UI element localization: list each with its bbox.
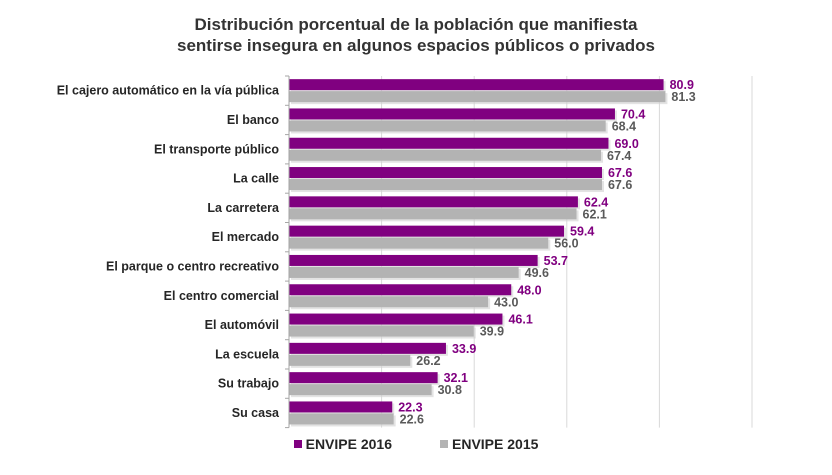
bar-2015 — [289, 296, 489, 308]
legend-swatch-2015 — [440, 440, 448, 448]
bar-2015 — [289, 91, 666, 103]
data-label-2015: 68.4 — [612, 119, 636, 133]
data-label-2015: 26.2 — [416, 354, 440, 368]
category-label: El mercado — [212, 230, 280, 244]
data-label-2016: 53.7 — [544, 254, 568, 268]
bar-2015 — [289, 237, 549, 249]
data-label-2015: 62.1 — [583, 207, 607, 221]
bar-2016 — [289, 372, 438, 384]
bar-2015 — [289, 413, 394, 425]
data-label-2016: 46.1 — [508, 313, 532, 327]
data-label-2015: 30.8 — [438, 383, 462, 397]
data-label-2016: 32.1 — [444, 371, 468, 385]
data-label-2016: 48.0 — [517, 283, 541, 297]
bar-2016 — [289, 108, 615, 120]
bar-2016 — [289, 196, 578, 208]
data-label-2015: 67.4 — [607, 149, 631, 163]
legend-item-2016: ENVIPE 2016 — [293, 436, 392, 452]
category-label: El transporte público — [154, 142, 279, 156]
category-label: Su trabajo — [218, 377, 279, 391]
data-label-2016: 67.6 — [608, 166, 632, 180]
category-label: El banco — [227, 113, 279, 127]
bar-2015 — [289, 120, 606, 132]
category-label: El parque o centro recreativo — [106, 259, 279, 273]
data-label-2016: 70.4 — [621, 107, 645, 121]
legend-item-2015: ENVIPE 2015 — [440, 436, 538, 452]
chart-title: Distribución porcentual de la población … — [0, 14, 832, 56]
chart-title-line-2: sentirse insegura en algunos espacios pú… — [176, 36, 656, 55]
bar-2016 — [289, 401, 393, 413]
gridlines — [381, 76, 753, 428]
bar-2015 — [289, 149, 602, 161]
data-label-2015: 22.6 — [400, 412, 424, 426]
bar-2016 — [289, 313, 503, 325]
bar-2016 — [289, 167, 602, 179]
data-label-2016: 59.4 — [570, 225, 594, 239]
bar-2016 — [289, 225, 565, 237]
legend: ENVIPE 2016 ENVIPE 2015 — [0, 436, 832, 452]
bar-2015 — [289, 325, 474, 337]
category-label: El cajero automático en la vía pública — [57, 84, 280, 98]
bar-2015 — [289, 208, 577, 220]
category-label: La calle — [233, 172, 279, 186]
data-label-2015: 56.0 — [554, 237, 578, 251]
category-label: El automóvil — [205, 318, 279, 332]
data-label-2016: 22.3 — [398, 400, 422, 414]
data-label-2016: 62.4 — [584, 195, 608, 209]
category-label: La escuela — [215, 347, 280, 361]
chart-title-line-1: Distribución porcentual de la población … — [194, 15, 638, 34]
category-label: Su casa — [232, 406, 280, 420]
legend-swatch-2016 — [293, 440, 302, 448]
bars — [289, 79, 668, 427]
data-label-2015: 81.3 — [671, 90, 695, 104]
bar-2016 — [289, 342, 446, 354]
legend-label-2015: ENVIPE 2015 — [452, 436, 539, 452]
legend-label-2016: ENVIPE 2016 — [305, 436, 392, 452]
category-label: El centro comercial — [164, 289, 279, 303]
data-labels: 80.981.370.468.469.067.467.667.662.462.1… — [398, 78, 696, 426]
bar-2016 — [289, 284, 512, 296]
data-label-2015: 39.9 — [480, 325, 504, 339]
category-label: La carretera — [207, 201, 280, 215]
data-label-2016: 69.0 — [614, 137, 638, 151]
data-label-2016: 80.9 — [670, 78, 694, 92]
category-axis — [285, 75, 290, 429]
bar-2016 — [289, 254, 538, 266]
data-label-2016: 33.9 — [452, 342, 476, 356]
bar-2016 — [289, 137, 609, 149]
category-labels: El cajero automático en la vía pública El… — [57, 84, 280, 420]
bar-2016 — [289, 79, 664, 91]
data-label-2015: 43.0 — [494, 295, 518, 309]
bar-2015 — [289, 266, 519, 278]
bar-2015 — [289, 354, 411, 366]
data-label-2015: 67.6 — [608, 178, 632, 192]
bar-2015 — [289, 384, 432, 396]
bar-2015 — [289, 179, 602, 191]
data-label-2015: 49.6 — [525, 266, 549, 280]
